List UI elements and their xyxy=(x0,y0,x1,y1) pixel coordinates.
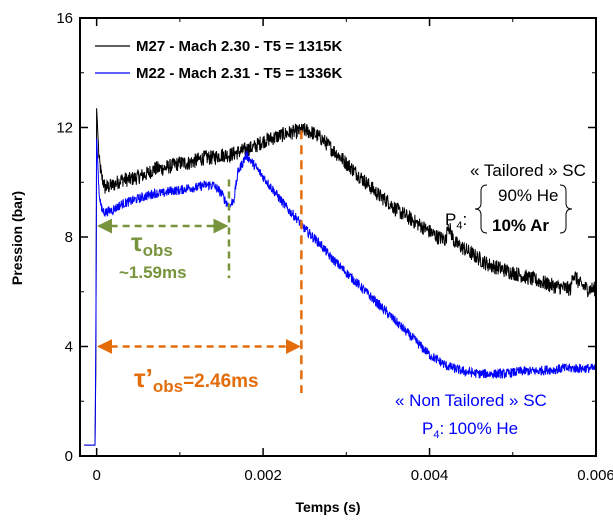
svg-text:τobs: τobs xyxy=(131,227,173,260)
tailored-brace-left xyxy=(474,184,488,234)
legend-label-m27: M27 - Mach 2.30 - T5 = 1315K xyxy=(136,38,343,55)
x-axis-title: Temps (s) xyxy=(295,499,360,515)
tau-prime-label: τ’obs=2.46ms xyxy=(134,363,259,396)
axis-ticks: 0 4 8 12 16 0 0.002 0.004 0.006 xyxy=(56,10,613,484)
tau-prime-symbol: τ’ xyxy=(134,363,153,393)
tau-prime-subscript: obs xyxy=(153,377,183,396)
series-traces xyxy=(84,108,597,446)
y-axis-title: Pression (bar) xyxy=(9,191,25,285)
y-tick-label: 4 xyxy=(65,339,73,356)
tau-prime-value: =2.46ms xyxy=(183,371,259,392)
series-m22 xyxy=(84,138,597,446)
non-tailored-he: 100% He xyxy=(448,419,518,438)
tailored-p4-colon: : xyxy=(462,210,467,229)
tailored-p4-subscript: 4 xyxy=(456,220,462,232)
svg-text:P4:100% He: P4: 100% He xyxy=(422,419,518,441)
non-tailored-p4-letter: P xyxy=(422,419,433,438)
tailored-note: « Tailored » SC P4: 90% He 10% Ar xyxy=(445,161,586,235)
legend-label-m22: M22 - Mach 2.31 - T5 = 1336K xyxy=(136,65,343,82)
annotations: τobs ~1.59ms τ’obs=2.46ms « Tailored » S… xyxy=(119,161,586,441)
y-tick-label: 12 xyxy=(56,120,73,137)
tailored-brace-right xyxy=(559,184,573,234)
non-tailored-note: « Non Tailored » SC P4: 100% He xyxy=(395,391,547,441)
tailored-he: 90% He xyxy=(498,186,558,205)
series-line-m27 xyxy=(84,108,597,446)
tailored-p4-letter: P xyxy=(445,210,456,229)
tailored-title: « Tailored » SC xyxy=(470,161,586,180)
tailored-ar: 10% Ar xyxy=(492,216,549,235)
tau-obs-value: ~1.59ms xyxy=(119,263,187,282)
legend: M27 - Mach 2.30 - T5 = 1315K M22 - Mach … xyxy=(95,38,343,82)
non-tailored-p4-colon: : xyxy=(439,419,444,438)
series-line-m22 xyxy=(84,138,597,446)
svg-text:P4:: P4: xyxy=(445,210,467,232)
tau-obs-label: τobs ~1.59ms xyxy=(119,227,187,282)
y-tick-label: 16 xyxy=(56,10,73,27)
x-tick-label: 0.006 xyxy=(577,467,613,484)
series-m27 xyxy=(84,108,597,446)
x-tick-label: 0.002 xyxy=(244,467,282,484)
non-tailored-p4-subscript: 4 xyxy=(433,429,439,441)
x-tick-label: 0 xyxy=(92,467,100,484)
y-tick-label: 8 xyxy=(65,229,73,246)
y-tick-label: 0 xyxy=(65,448,73,465)
non-tailored-title: « Non Tailored » SC xyxy=(395,391,547,410)
x-tick-label: 0.004 xyxy=(411,467,449,484)
tau-obs-subscript: obs xyxy=(143,241,173,260)
svg-text:τ’obs=2.46ms: τ’obs=2.46ms xyxy=(134,363,259,396)
tau-obs-symbol: τ xyxy=(131,227,143,257)
observation-markers xyxy=(97,130,303,394)
